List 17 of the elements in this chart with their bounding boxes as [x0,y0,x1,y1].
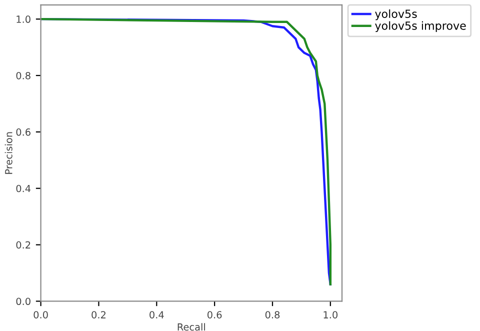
x-tick-label: 0.0 [34,311,48,318]
y-tick-label: 1.0 [16,16,30,23]
x-tick-label: 0.2 [92,311,106,318]
line-series [40,18,332,286]
x-tick-label: 0.8 [265,311,280,318]
x-tick-label: 0.6 [207,311,222,318]
y-tick-label: 0.4 [16,184,31,192]
x-tick-label: 1.0 [324,311,338,318]
y-axis-title: Precision [4,132,12,174]
x-axis-title: Recall [178,323,205,331]
y-tick-label: 0.8 [16,72,30,80]
y-tick-label: 0.6 [16,128,30,136]
legend-label: yolov5s improve [375,21,466,32]
legend-label: yolov5s [375,9,417,20]
x-tick-label: 0.4 [150,311,164,318]
y-tick-label: 0.0 [16,298,30,306]
y-tick-label: 0.2 [16,241,30,249]
